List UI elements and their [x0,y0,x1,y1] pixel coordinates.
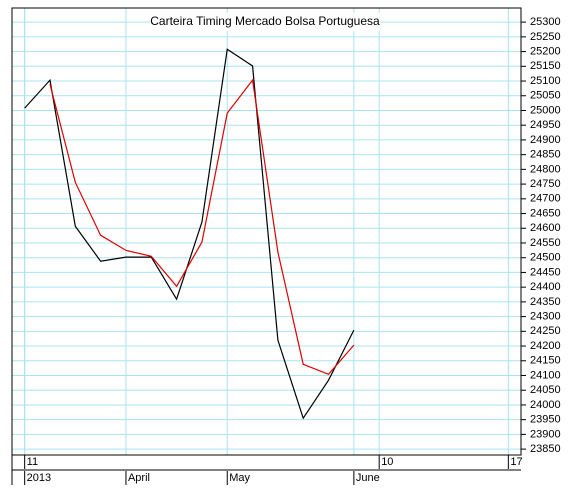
y-tick-label: 23950 [530,414,561,426]
y-tick-label: 24600 [530,222,561,234]
y-tick-label: 24050 [530,384,561,396]
y-tick-label: 24250 [530,325,561,337]
marks [24,48,355,420]
y-tick-label: 24550 [530,237,561,249]
y-tick-label: 24750 [530,178,561,190]
line-series [24,48,355,420]
y-tick-label: 23850 [530,443,561,455]
y-tick-label: 25000 [530,104,561,116]
plot-area [12,8,521,455]
y-tick-label: 24400 [530,281,561,293]
y-tick-label: 24300 [530,311,561,323]
y-tick-label: 25250 [530,31,561,43]
grid [12,8,521,455]
y-tick-label: 24100 [530,369,561,381]
y-tick-label: 24150 [530,355,561,367]
y-tick-label: 25050 [530,90,561,102]
y-tick-label: 25300 [530,16,561,28]
x-tick-label: 17 [510,456,522,468]
x-tick-label: June [356,472,380,484]
y-tick-label: 24350 [530,296,561,308]
y-tick-label: 24650 [530,207,561,219]
y-tick-label: 24450 [530,266,561,278]
y-tick-label: 24000 [530,399,561,411]
line-series [49,78,355,376]
x-tick-label: 10 [381,456,393,468]
y-tick-label: 23900 [530,428,561,440]
y-tick-label: 24850 [530,149,561,161]
title-bg [150,13,380,31]
x-tick-label: May [229,472,250,484]
x-tick-label: April [128,472,150,484]
plot-border [11,7,522,456]
y-tick-label: 24200 [530,340,561,352]
y-tick-label: 24800 [530,163,561,175]
y-tick-label: 25150 [530,60,561,72]
y-tick-label: 24900 [530,134,561,146]
y-tick-label: 24500 [530,252,561,264]
y-tick-label: 24700 [530,193,561,205]
y-tick-label: 24950 [530,119,561,131]
y-tick-label: 25200 [530,45,561,57]
chart-title: Carteira Timing Mercado Bolsa Portuguesa [150,14,380,28]
x-tick-label: 11 [27,456,38,468]
y-tick-label: 25100 [530,75,561,87]
x-tick-label: 2013 [27,472,51,484]
